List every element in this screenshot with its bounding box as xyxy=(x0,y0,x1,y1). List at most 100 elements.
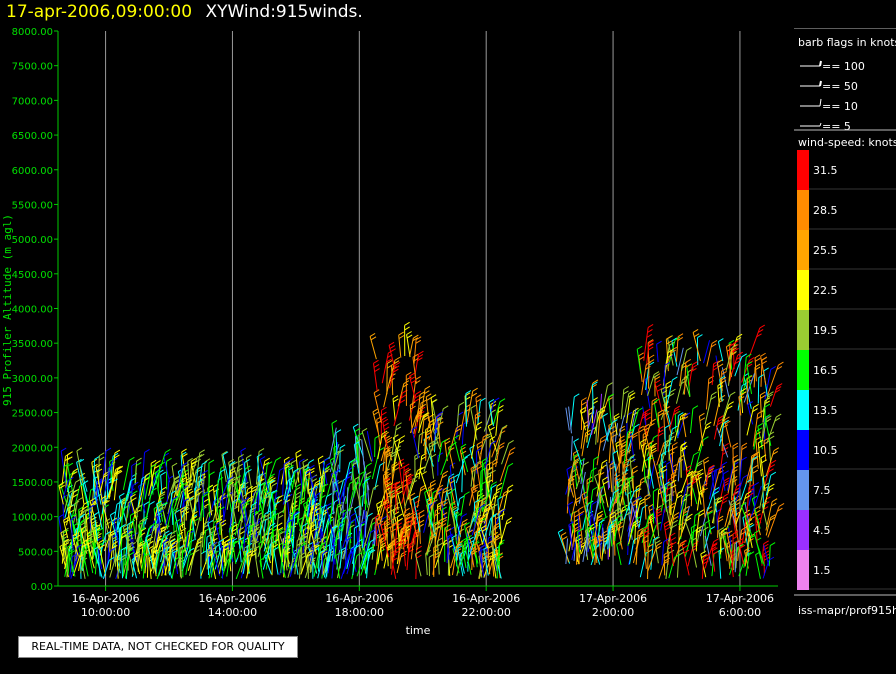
wind-barb xyxy=(437,417,444,448)
wind-barb xyxy=(62,476,74,500)
wind-barb xyxy=(98,539,107,576)
x-tick-time: 10:00:00 xyxy=(81,606,130,619)
wind-barb xyxy=(405,371,412,406)
wind-barb xyxy=(96,478,103,504)
wind-barb xyxy=(727,465,739,494)
wind-barb xyxy=(663,361,671,396)
wind-barb xyxy=(402,463,410,495)
wind-barb xyxy=(676,347,684,376)
wind-barb xyxy=(674,412,687,442)
wind-barb xyxy=(757,439,765,477)
y-tick-label: 500.00 xyxy=(18,547,53,558)
wind-barb xyxy=(689,405,699,434)
wind-barb xyxy=(75,513,86,540)
wind-barb xyxy=(262,540,276,570)
y-tick-label: 5000.00 xyxy=(12,235,53,246)
wind-barb xyxy=(109,511,117,538)
colorbar-value: 25.5 xyxy=(813,244,838,257)
wind-barb xyxy=(744,501,751,532)
wind-barb xyxy=(63,463,70,490)
wind-barb xyxy=(592,455,600,482)
wind-barb xyxy=(703,340,711,364)
wind-barb xyxy=(750,456,758,482)
wind-barb xyxy=(449,424,462,454)
x-tick-date: 17-Apr-2006 xyxy=(579,592,647,605)
wind-barb xyxy=(295,449,302,483)
wind-barb xyxy=(92,455,100,491)
wind-barb xyxy=(294,465,306,488)
wind-barb xyxy=(259,456,270,492)
wind-barb xyxy=(453,474,459,507)
wind-barb xyxy=(667,425,678,452)
wind-barb xyxy=(766,413,782,444)
y-tick-label: 5500.00 xyxy=(12,200,53,211)
y-tick-label: 3500.00 xyxy=(12,339,53,350)
wind-barb xyxy=(137,521,147,556)
wind-barb xyxy=(469,484,479,506)
x-tick-date: 16-Apr-2006 xyxy=(325,592,393,605)
x-tick-date: 16-Apr-2006 xyxy=(72,592,140,605)
wind-barb xyxy=(470,404,478,441)
y-tick-label: 3000.00 xyxy=(12,374,53,385)
wind-barb xyxy=(479,467,487,499)
wind-barb xyxy=(623,428,633,464)
wind-barb xyxy=(619,435,625,464)
wind-barb xyxy=(494,424,508,461)
wind-barb xyxy=(418,412,429,433)
wind-barb xyxy=(359,505,361,532)
wind-barb xyxy=(413,336,422,364)
wind-barb xyxy=(753,363,761,388)
wind-barb xyxy=(740,502,753,538)
wind-barb xyxy=(107,465,123,498)
wind-barb xyxy=(424,488,431,520)
wind-barb xyxy=(567,459,580,497)
wind-barb xyxy=(605,419,618,441)
qc-notice: REAL-TIME DATA, NOT CHECKED FOR QUALITY xyxy=(18,636,298,658)
wind-barb xyxy=(628,476,635,500)
x-tick-date: 16-Apr-2006 xyxy=(452,592,520,605)
wind-barb xyxy=(303,500,310,526)
wind-barb xyxy=(428,440,435,463)
wind-barb xyxy=(161,530,177,565)
wind-barb xyxy=(187,511,198,547)
wind-barb xyxy=(647,543,654,580)
wind-barb xyxy=(467,508,480,535)
wind-barb xyxy=(359,509,365,535)
wind-barb xyxy=(701,554,709,579)
wind-barb xyxy=(760,454,767,492)
wind-barb xyxy=(346,508,351,533)
wind-barb xyxy=(253,540,260,578)
wind-barb xyxy=(753,427,763,450)
wind-barb xyxy=(321,504,328,528)
wind-barb xyxy=(625,431,634,461)
wind-barb xyxy=(617,521,624,550)
wind-barb xyxy=(372,408,379,433)
wind-barb xyxy=(156,500,162,523)
barb-legend-label: == 5 xyxy=(822,120,851,133)
wind-barb xyxy=(460,491,470,517)
wind-barb xyxy=(306,502,318,530)
wind-barb xyxy=(765,514,776,536)
wind-barb xyxy=(245,454,253,492)
wind-barb xyxy=(168,549,178,576)
wind-barb xyxy=(447,533,453,560)
wind-barb xyxy=(71,532,79,557)
y-tick-label: 7500.00 xyxy=(12,62,53,73)
wind-barb xyxy=(198,461,208,489)
wind-barb xyxy=(681,441,688,471)
wind-barb xyxy=(581,429,591,457)
wind-barb xyxy=(646,340,655,366)
header-title: XYWind:915winds. xyxy=(205,2,363,22)
wind-barb xyxy=(430,484,444,511)
header-date: 17-apr-2006,09:00:00 xyxy=(6,2,193,22)
y-axis-label: 915 Profiler Altitude (m agl) xyxy=(1,214,14,406)
wind-barb xyxy=(248,524,256,554)
wind-barb xyxy=(351,552,363,580)
wind-barb xyxy=(669,454,675,473)
wind-barb xyxy=(488,484,497,509)
wind-barb xyxy=(409,334,419,357)
wind-barb xyxy=(608,489,620,512)
wind-barb xyxy=(570,496,581,522)
wind-barb xyxy=(264,552,272,575)
colorbar-swatch xyxy=(797,390,809,430)
